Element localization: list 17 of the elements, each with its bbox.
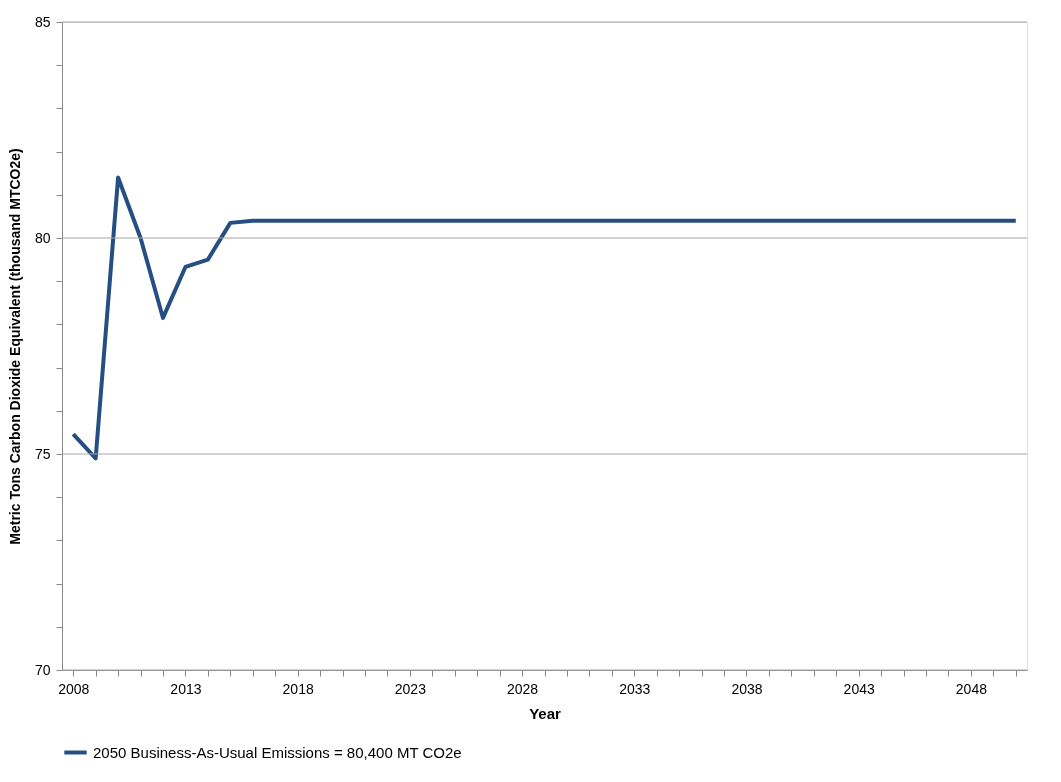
y-tick-label: 70: [34, 661, 51, 678]
y-tick-label: 80: [34, 229, 51, 246]
line-series: [71, 175, 1018, 461]
x-axis-title: Year: [529, 704, 562, 722]
y-tick-label: 75: [34, 445, 51, 462]
x-tick-label: 2048: [955, 680, 988, 697]
y-tick-label: 85: [34, 13, 51, 30]
x-tick-label: 2013: [170, 680, 202, 697]
x-tick-label: 2018: [282, 680, 314, 697]
x-tick-label: 2028: [506, 680, 539, 697]
y-axis-title: Metric Tons Carbon Dioxide Equivalent (thousand MTCO2e): [6, 148, 23, 545]
x-tick-label: 2043: [843, 680, 875, 697]
x-tick-label: 2033: [619, 680, 651, 697]
x-tick-label: 2008: [58, 680, 90, 697]
x-tick-label: 2038: [731, 680, 763, 697]
x-tick-label: 2023: [394, 680, 427, 697]
legend-label: 2050 Business-As-Usual Emissions = 80,400 MT CO2e: [93, 743, 462, 761]
